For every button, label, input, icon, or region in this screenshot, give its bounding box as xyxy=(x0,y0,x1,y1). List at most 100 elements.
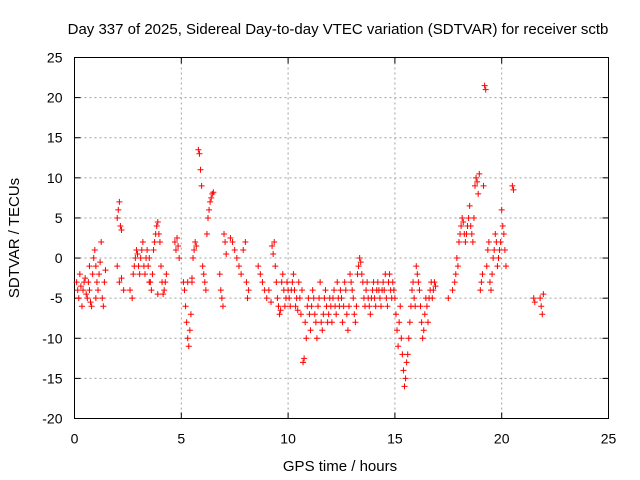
data-point xyxy=(245,287,252,294)
x-tick-label: 10 xyxy=(280,431,296,447)
data-point xyxy=(478,279,485,286)
data-point xyxy=(455,239,462,246)
data-point xyxy=(141,271,148,278)
data-point xyxy=(484,247,491,254)
data-point xyxy=(129,295,136,302)
data-point xyxy=(174,235,181,241)
data-point xyxy=(273,279,280,286)
data-point xyxy=(469,239,476,246)
data-point xyxy=(381,287,388,294)
data-point xyxy=(86,287,93,294)
y-tick-label: 5 xyxy=(55,210,63,226)
data-point xyxy=(306,311,313,318)
data-point xyxy=(472,182,478,189)
data-point xyxy=(492,230,499,237)
data-points xyxy=(73,82,547,390)
data-point xyxy=(482,86,489,93)
data-point xyxy=(90,255,97,262)
data-point xyxy=(408,287,415,294)
data-point xyxy=(83,291,90,298)
data-point xyxy=(135,263,142,270)
data-point xyxy=(386,271,393,278)
data-point xyxy=(531,299,538,306)
data-point xyxy=(199,263,206,270)
data-point xyxy=(367,311,374,318)
data-point xyxy=(133,247,140,254)
data-point xyxy=(491,247,498,254)
data-point xyxy=(430,287,437,294)
data-point xyxy=(416,287,423,294)
chart-title: Day 337 of 2025, Sidereal Day-to-day VTE… xyxy=(68,21,609,38)
data-point xyxy=(93,279,100,286)
data-point xyxy=(263,295,270,302)
data-point xyxy=(206,206,213,213)
data-point xyxy=(412,303,419,310)
data-point xyxy=(510,186,517,193)
data-point xyxy=(240,247,247,254)
data-point xyxy=(176,255,183,262)
data-point xyxy=(216,271,223,278)
data-point xyxy=(277,307,284,314)
data-point xyxy=(182,303,189,310)
data-point xyxy=(333,311,340,318)
data-point xyxy=(202,287,209,294)
data-point xyxy=(257,271,264,278)
data-point xyxy=(349,287,356,294)
data-point xyxy=(389,279,396,286)
data-point xyxy=(298,287,305,294)
data-point xyxy=(200,271,207,278)
data-point xyxy=(184,279,191,286)
data-point xyxy=(476,170,483,177)
data-point xyxy=(383,295,390,302)
data-point xyxy=(120,287,127,294)
data-point xyxy=(352,319,359,326)
y-axis-label: SDTVAR / TECUs xyxy=(6,178,23,298)
data-point xyxy=(300,359,307,366)
data-point xyxy=(363,287,370,294)
data-point xyxy=(91,247,98,254)
data-point xyxy=(118,275,125,282)
data-point xyxy=(394,327,401,334)
data-point xyxy=(340,303,347,310)
data-point xyxy=(96,271,103,278)
data-point xyxy=(150,247,157,254)
data-point xyxy=(115,206,122,213)
data-point xyxy=(328,319,335,326)
x-axis-label: GPS time / hours xyxy=(283,458,397,475)
data-point xyxy=(92,295,99,302)
data-point xyxy=(495,255,502,262)
data-point xyxy=(329,295,336,302)
data-point xyxy=(357,259,364,266)
data-point xyxy=(537,295,544,302)
data-point xyxy=(494,263,501,270)
data-point xyxy=(145,263,152,270)
data-point xyxy=(479,271,486,278)
data-point xyxy=(481,82,488,89)
data-point xyxy=(405,335,412,342)
data-point xyxy=(499,222,506,229)
data-point xyxy=(338,295,345,302)
data-point xyxy=(291,287,298,294)
data-point xyxy=(366,303,373,310)
data-point xyxy=(130,271,137,278)
data-point xyxy=(244,295,251,302)
data-point xyxy=(313,335,320,342)
data-point xyxy=(139,239,146,246)
data-point xyxy=(185,343,192,350)
x-tick-label: 25 xyxy=(601,431,617,447)
data-point xyxy=(404,351,411,358)
data-point xyxy=(138,247,145,254)
data-point xyxy=(490,255,497,262)
data-point xyxy=(222,239,229,246)
data-point xyxy=(303,335,310,342)
data-point xyxy=(88,303,95,310)
data-point xyxy=(390,287,397,294)
x-tick-label: 0 xyxy=(71,431,79,447)
data-point xyxy=(205,214,211,221)
data-point xyxy=(94,287,101,294)
data-point xyxy=(401,383,408,390)
data-point xyxy=(315,303,322,310)
data-point xyxy=(399,351,406,358)
data-point xyxy=(117,222,124,229)
data-point xyxy=(470,214,477,221)
